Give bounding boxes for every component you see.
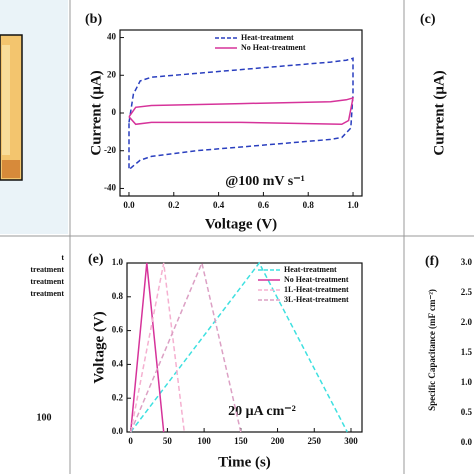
- x-tick-label: 100: [37, 412, 52, 423]
- y-tick-label: -20: [104, 145, 116, 155]
- legend-label: 3L-Heat-treatment: [284, 295, 349, 304]
- legend-label: Heat-treatment: [284, 265, 337, 274]
- legend-label: 1L-Heat-treatment: [284, 285, 349, 294]
- panel-label: (f): [425, 254, 439, 269]
- y-tick-label: 1.0: [461, 377, 473, 387]
- x-tick-label: 0.8: [303, 200, 315, 210]
- y-tick-label: 20: [107, 69, 117, 79]
- legend-label: treatment: [30, 265, 64, 274]
- x-tick-label: 0.6: [258, 200, 270, 210]
- x-tick-label: 0.4: [213, 200, 225, 210]
- series-line: [129, 262, 186, 433]
- x-tick-label: 50: [163, 436, 173, 446]
- panel-a-stripe: [2, 45, 10, 155]
- series-line: [130, 261, 348, 433]
- y-tick-label: 0.4: [112, 358, 124, 368]
- legend-label: No Heat-treatment: [241, 43, 306, 52]
- plot-frame: [126, 262, 363, 433]
- y-tick-label: 0.6: [112, 325, 124, 335]
- x-tick-label: 0.0: [123, 200, 135, 210]
- legend-label: No Heat-treatment: [284, 275, 349, 284]
- y-tick-label: 1.0: [112, 257, 124, 267]
- series-line: [128, 96, 354, 126]
- y-tick-label: 40: [107, 32, 117, 42]
- x-tick-label: 300: [344, 436, 358, 446]
- plot-frame: [119, 29, 363, 197]
- y-tick-label: 0.5: [461, 407, 473, 417]
- panel-label: (b): [85, 12, 102, 27]
- y-tick-label: -40: [104, 183, 116, 193]
- series-line: [129, 262, 165, 433]
- legend-label: treatment: [30, 277, 64, 286]
- y-tick-label: 3.0: [461, 257, 473, 267]
- y-tick-label: 0: [112, 107, 117, 117]
- series-line: [130, 260, 242, 433]
- y-label: Voltage (V): [91, 311, 107, 383]
- y-label: Current (μA): [88, 70, 104, 155]
- y-tick-label: 0.0: [461, 437, 473, 447]
- y-tick-label: 2.0: [461, 317, 473, 327]
- x-tick-label: 200: [271, 436, 285, 446]
- x-label: Time (s): [218, 454, 271, 470]
- series-line: [128, 57, 354, 172]
- y-tick-label: 0.0: [112, 426, 124, 436]
- x-tick-label: 250: [308, 436, 322, 446]
- y-tick-label: 2.5: [461, 287, 473, 297]
- legend-label: treatment: [30, 289, 64, 298]
- y-label: Specific Capacitance (mF cm⁻²): [427, 289, 437, 411]
- legend-label: t: [61, 253, 64, 262]
- x-tick-label: 0.2: [168, 200, 180, 210]
- y-tick-label: 1.5: [461, 347, 473, 357]
- x-tick-label: 0: [128, 436, 133, 446]
- panel-label: (c): [420, 12, 436, 27]
- legend-label: Heat-treatment: [241, 33, 294, 42]
- panel-a-stripe: [2, 160, 20, 178]
- x-tick-label: 1.0: [347, 200, 359, 210]
- annotation: 20 μA cm⁻²: [228, 404, 296, 419]
- x-tick-label: 150: [234, 436, 248, 446]
- x-tick-label: 100: [197, 436, 211, 446]
- y-tick-label: 0.2: [112, 392, 124, 402]
- y-label: Current (μA): [431, 70, 447, 155]
- x-label: Voltage (V): [205, 216, 277, 232]
- panel-label: (e): [88, 252, 104, 267]
- annotation: @100 mV s⁻¹: [225, 174, 305, 189]
- y-tick-label: 0.8: [112, 291, 124, 301]
